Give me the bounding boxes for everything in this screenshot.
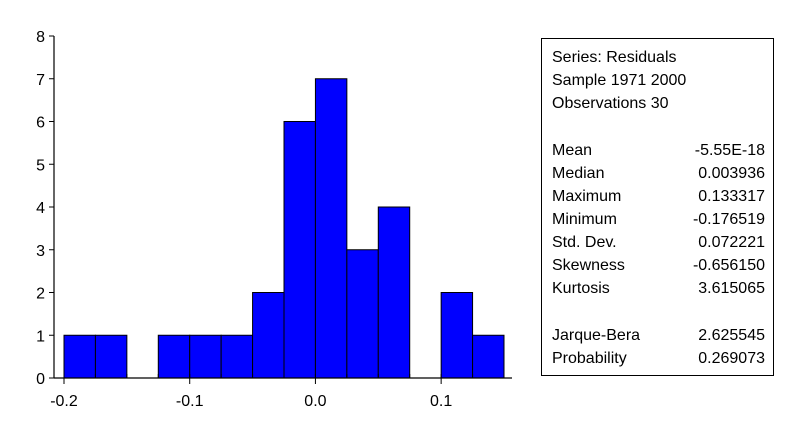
histogram-bar bbox=[377, 206, 411, 379]
stat-row-minimum: Minimum -0.176519 bbox=[552, 208, 765, 231]
series-name: Series: Residuals bbox=[552, 49, 677, 66]
stat-row-std-dev: Std. Dev. 0.072221 bbox=[552, 231, 765, 254]
stat-value: 0.269073 bbox=[698, 350, 765, 367]
stat-name: Median bbox=[552, 165, 605, 182]
stat-name: Probability bbox=[552, 350, 627, 367]
x-tick-label: 0.1 bbox=[430, 393, 452, 410]
stat-name: Maximum bbox=[552, 188, 622, 205]
x-tick-label: -0.1 bbox=[176, 393, 204, 410]
stat-name: Minimum bbox=[552, 211, 617, 228]
stat-name: Skewness bbox=[552, 257, 625, 274]
histogram-bar bbox=[220, 334, 254, 379]
histogram-bar bbox=[189, 334, 222, 379]
sample-range: Sample 1971 2000 bbox=[552, 72, 687, 89]
histogram-bar bbox=[252, 292, 285, 379]
stat-value: -5.55E-18 bbox=[694, 142, 765, 159]
stat-row-maximum: Maximum 0.133317 bbox=[552, 185, 765, 208]
stat-row-probability: Probability 0.269073 bbox=[552, 347, 765, 370]
stat-row-kurtosis: Kurtosis 3.615065 bbox=[552, 277, 765, 300]
y-tick-label: 6 bbox=[36, 115, 45, 132]
histogram-bar bbox=[472, 334, 505, 379]
stat-name: Kurtosis bbox=[552, 280, 610, 297]
stat-row-jarque-bera: Jarque-Bera 2.625545 bbox=[552, 324, 765, 347]
stat-row-skewness: Skewness -0.656150 bbox=[552, 254, 765, 277]
histogram-bar bbox=[440, 292, 474, 379]
histogram-chart: 0 1 2 3 4 5 6 7 8 -0.2 -0.1 0.0 0.1 bbox=[36, 29, 512, 410]
x-tick-label: -0.2 bbox=[50, 393, 78, 410]
histogram-bar bbox=[283, 121, 316, 379]
stat-name: Mean bbox=[552, 142, 593, 159]
axis-ticks bbox=[49, 35, 505, 384]
observation-count: Observations 30 bbox=[552, 95, 669, 112]
stat-value: 0.003936 bbox=[698, 165, 765, 182]
stat-name: Jarque-Bera bbox=[552, 327, 641, 344]
y-tick-label: 4 bbox=[36, 200, 45, 217]
y-tick-label: 1 bbox=[36, 328, 45, 345]
histogram-bars bbox=[63, 78, 505, 379]
stat-row-mean: Mean -5.55E-18 bbox=[552, 139, 765, 162]
x-tick-label: 0.0 bbox=[304, 393, 326, 410]
stat-value: 3.615065 bbox=[698, 280, 765, 297]
y-tick-label: 7 bbox=[36, 72, 45, 89]
descriptive-statistics-panel: Series: Residuals Sample 1971 2000 Obser… bbox=[541, 38, 774, 376]
y-tick-label: 2 bbox=[36, 286, 45, 303]
histogram-bar bbox=[157, 334, 191, 379]
stat-value: 2.625545 bbox=[698, 327, 765, 344]
axis-tick-labels: 0 1 2 3 4 5 6 7 8 -0.2 -0.1 0.0 0.1 bbox=[36, 29, 452, 410]
y-tick-label: 8 bbox=[36, 29, 45, 46]
histogram-bar bbox=[314, 78, 348, 379]
y-tick-label: 0 bbox=[36, 371, 45, 388]
stat-value: -0.176519 bbox=[692, 211, 765, 228]
stat-value: -0.656150 bbox=[692, 257, 765, 274]
stat-name: Std. Dev. bbox=[552, 234, 617, 251]
stat-value: 0.072221 bbox=[698, 234, 765, 251]
histogram-bar bbox=[94, 334, 128, 379]
y-tick-label: 3 bbox=[36, 243, 45, 260]
stat-row-median: Median 0.003936 bbox=[552, 162, 765, 185]
histogram-bar bbox=[63, 334, 96, 379]
histogram-bar bbox=[346, 249, 379, 379]
y-tick-label: 5 bbox=[36, 157, 45, 174]
stat-value: 0.133317 bbox=[698, 188, 765, 205]
